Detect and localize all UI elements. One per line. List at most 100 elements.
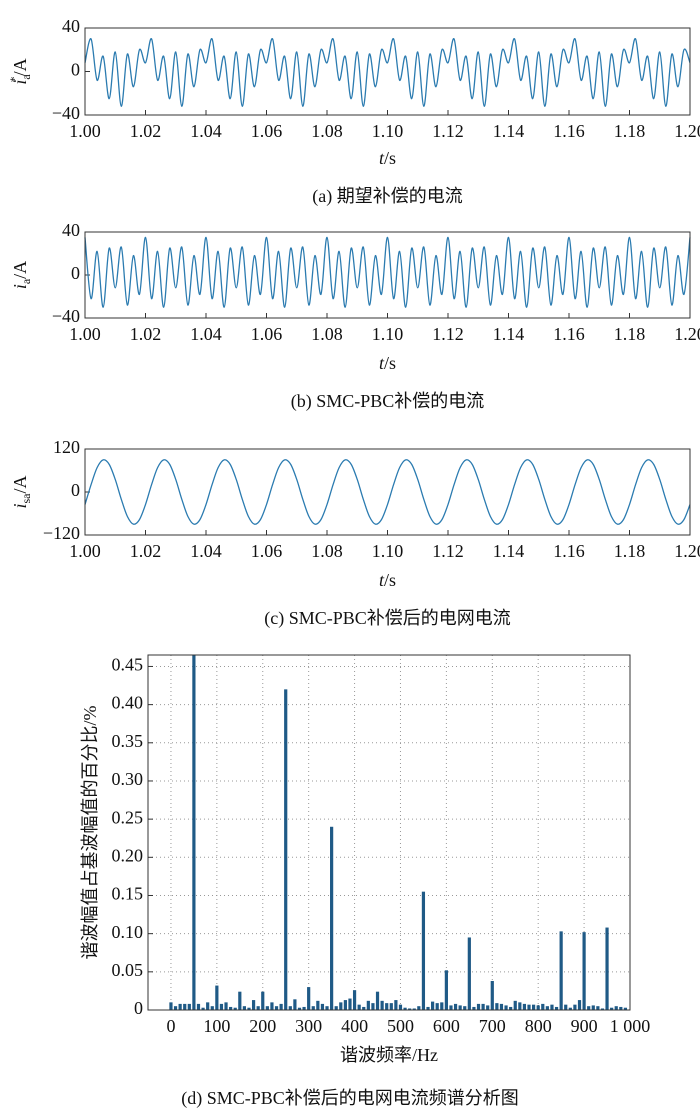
x-tick-label: 1.12 — [432, 121, 464, 141]
y-tick-label: 0 — [71, 60, 80, 80]
bar — [334, 1006, 338, 1010]
y-tick-label: −40 — [52, 103, 80, 123]
x-tick-label: 100 — [203, 1016, 230, 1036]
bar — [568, 1007, 572, 1010]
x-tick-label: 1.10 — [372, 541, 404, 561]
bar — [610, 1007, 614, 1010]
bar — [619, 1006, 623, 1010]
bar — [265, 1006, 269, 1010]
bar — [224, 1002, 228, 1010]
x-tick-label: 1.02 — [130, 324, 162, 344]
bar — [417, 1006, 421, 1010]
x-tick-label: 1.10 — [372, 121, 404, 141]
line — [84, 459, 691, 525]
panel: −120 0 120 1.00 1.02 1.04 1.06 1.08 1.10 1.12 1.14… — [10, 437, 700, 629]
bar — [545, 1006, 549, 1010]
bar — [274, 1006, 279, 1010]
caption: (b) SMC-PBC补偿的电流 — [291, 391, 485, 412]
x-tick-label: 1.06 — [251, 121, 283, 141]
bar — [362, 1006, 366, 1010]
x-tick-label: 1.02 — [130, 121, 162, 141]
bar — [229, 1006, 233, 1010]
bar — [541, 1003, 545, 1010]
x-tick-label: 1.18 — [614, 121, 646, 141]
x-tick-label: 1.08 — [311, 324, 343, 344]
bar — [311, 1006, 315, 1010]
bar — [467, 937, 471, 1010]
bar — [600, 1008, 605, 1010]
x-tick-label: 1.04 — [190, 121, 222, 141]
x-label-unit: /s — [384, 148, 396, 168]
plot-frame — [84, 448, 691, 536]
bar — [307, 987, 311, 1010]
bar — [330, 826, 334, 1010]
bar — [559, 931, 563, 1010]
y-label-sup: * — [7, 76, 21, 82]
x-tick-label: 1.16 — [553, 121, 585, 141]
bar — [398, 1004, 403, 1010]
bar — [554, 1006, 559, 1010]
bar — [385, 1003, 389, 1010]
y-tick-label: 0.10 — [112, 922, 144, 942]
caption: (a) 期望补偿的电流 — [312, 186, 462, 207]
x-tick-label: 1.20 — [674, 541, 700, 561]
y-tick-label: 0 — [71, 480, 80, 500]
bar — [412, 1008, 416, 1010]
bar — [440, 1002, 444, 1010]
bar — [532, 1004, 536, 1010]
bar — [564, 1004, 568, 1010]
bar — [192, 655, 196, 1010]
bar — [536, 1005, 540, 1010]
bar — [614, 1006, 618, 1010]
bar — [371, 1003, 375, 1010]
x-label-symbol: t — [379, 353, 385, 373]
y-tick-label: 40 — [62, 16, 80, 36]
bar — [426, 1006, 430, 1010]
x-tick-label: 600 — [433, 1016, 460, 1036]
bar — [233, 1007, 237, 1010]
x-tick-label: 1.00 — [69, 541, 101, 561]
x-tick-label: 1.06 — [251, 541, 283, 561]
bar — [284, 689, 288, 1010]
x-axis-label: 谐波频率/Hz — [340, 1045, 438, 1065]
bar — [348, 998, 352, 1010]
x-tick-label: 1.08 — [311, 541, 343, 561]
bar — [219, 1003, 224, 1010]
x-tick-label: 1.10 — [372, 324, 404, 344]
x-tick-label: 1.14 — [493, 121, 525, 141]
line — [84, 236, 691, 308]
bar — [435, 1003, 439, 1010]
x-axis-label: t/s — [379, 570, 396, 590]
bar — [293, 999, 297, 1010]
x-axis-label: t/s — [379, 148, 396, 168]
bar — [196, 1003, 201, 1010]
bar — [242, 1006, 246, 1010]
bar — [596, 1006, 600, 1010]
bar — [605, 927, 609, 1010]
y-label-symbol: i — [10, 503, 30, 508]
x-tick-label: 1.16 — [553, 324, 585, 344]
bar — [522, 1003, 527, 1010]
bar — [527, 1004, 531, 1010]
y-label-sub: a — [19, 278, 33, 284]
x-tick-label: 1.12 — [432, 324, 464, 344]
x-tick-label: 700 — [479, 1016, 506, 1036]
caption: (c) SMC-PBC补偿后的电网电流 — [264, 608, 511, 629]
x-tick-label: 1.18 — [614, 541, 646, 561]
y-tick-label: 0.05 — [112, 960, 144, 980]
panel: −40 0 40 1.00 1.02 1.04 1.06 1.08 1.10 1.12 1.14 1.… — [10, 220, 700, 412]
bar — [187, 1003, 191, 1010]
x-tick-label: 1.18 — [614, 324, 646, 344]
x-tick-label: 900 — [571, 1016, 598, 1036]
y-label-sub: a — [19, 74, 33, 80]
bar — [394, 1000, 398, 1010]
bar — [215, 985, 219, 1010]
bar — [513, 1000, 517, 1010]
x-tick-label: 400 — [341, 1016, 368, 1036]
y-tick-label: 0.35 — [112, 731, 144, 751]
x-tick-label: 800 — [525, 1016, 552, 1036]
y-tick-label: 0.20 — [112, 845, 144, 865]
bar — [421, 891, 426, 1010]
bar — [357, 1004, 361, 1010]
